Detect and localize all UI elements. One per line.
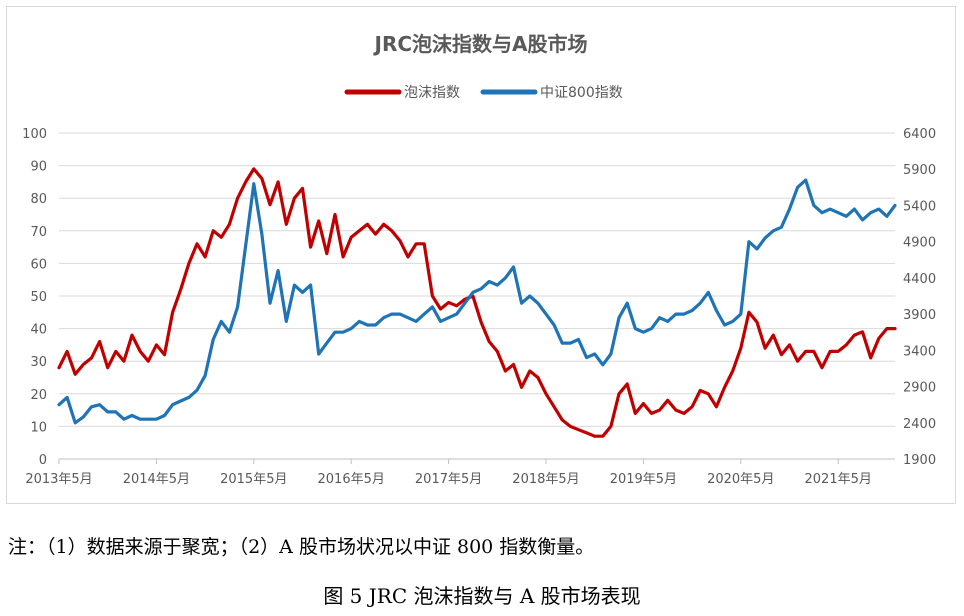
- right-tick-label: 5400: [903, 199, 936, 214]
- x-tick-label: 2019年5月: [610, 472, 677, 487]
- chart-svg: JRC泡沫指数与A股市场 泡沫指数 中证800指数 0 10 20 30 40 50 60 7…: [22, 32, 936, 487]
- right-tick-label: 2900: [903, 381, 936, 396]
- figure-caption: 图 5 JRC 泡沫指数与 A 股市场表现: [323, 584, 641, 608]
- right-tick-label: 3900: [903, 308, 936, 323]
- right-tick-label: 6400: [903, 127, 936, 142]
- x-tick-label: 2016年5月: [318, 472, 385, 487]
- x-tick-label: 2017年5月: [415, 472, 482, 487]
- left-tick-label: 40: [30, 323, 47, 338]
- series-line-bubble-index: [57, 167, 897, 438]
- left-tick-label: 0: [39, 453, 47, 468]
- chart-frame: JRC泡沫指数与A股市场 泡沫指数 中证800指数 0 10 20 30 40 50 60 7…: [6, 6, 956, 504]
- right-tick-label: 2400: [903, 417, 936, 432]
- right-axis: 1900 2400 2900 3400 3900 4400 4900 5400 5900 6400: [903, 127, 936, 468]
- x-tick-label: 2013年5月: [25, 472, 92, 487]
- left-tick-label: 70: [30, 225, 47, 240]
- x-tick-label: 2018年5月: [512, 472, 579, 487]
- left-tick-label: 100: [22, 127, 47, 142]
- legend-label-bubble-index: 泡沫指数: [404, 85, 460, 101]
- footnote: 注：（1）数据来源于聚宽；（2）A 股市场状况以中证 800 指数衡量。: [8, 536, 595, 558]
- legend-label-csi800: 中证800指数: [540, 85, 623, 101]
- left-tick-label: 30: [30, 355, 47, 370]
- right-tick-label: 4900: [903, 236, 936, 251]
- chart-title: JRC泡沫指数与A股市场: [373, 32, 588, 56]
- right-tick-label: 1900: [903, 453, 936, 468]
- x-tick-label: 2015年5月: [220, 472, 287, 487]
- left-tick-label: 10: [30, 420, 47, 435]
- left-tick-label: 50: [30, 290, 47, 305]
- left-tick-label: 90: [30, 160, 47, 175]
- left-axis: 0 10 20 30 40 50 60 70 80 90 100: [22, 127, 47, 468]
- left-tick-label: 20: [30, 388, 47, 403]
- series-line-csi800: [57, 178, 897, 425]
- right-tick-label: 5900: [903, 163, 936, 178]
- x-tick-label: 2021年5月: [805, 472, 872, 487]
- x-tick-label: 2020年5月: [707, 472, 774, 487]
- grid: [59, 132, 895, 460]
- left-tick-label: 60: [30, 257, 47, 272]
- plot-lines: [57, 167, 897, 438]
- right-tick-label: 3400: [903, 344, 936, 359]
- x-tick-label: 2014年5月: [123, 472, 190, 487]
- left-tick-label: 80: [30, 192, 47, 207]
- legend: 泡沫指数 中证800指数: [344, 85, 623, 101]
- x-axis: 2013年5月 2014年5月 2015年5月 2016年5月 2017年5月 2018年…: [25, 459, 872, 487]
- right-tick-label: 4400: [903, 272, 936, 287]
